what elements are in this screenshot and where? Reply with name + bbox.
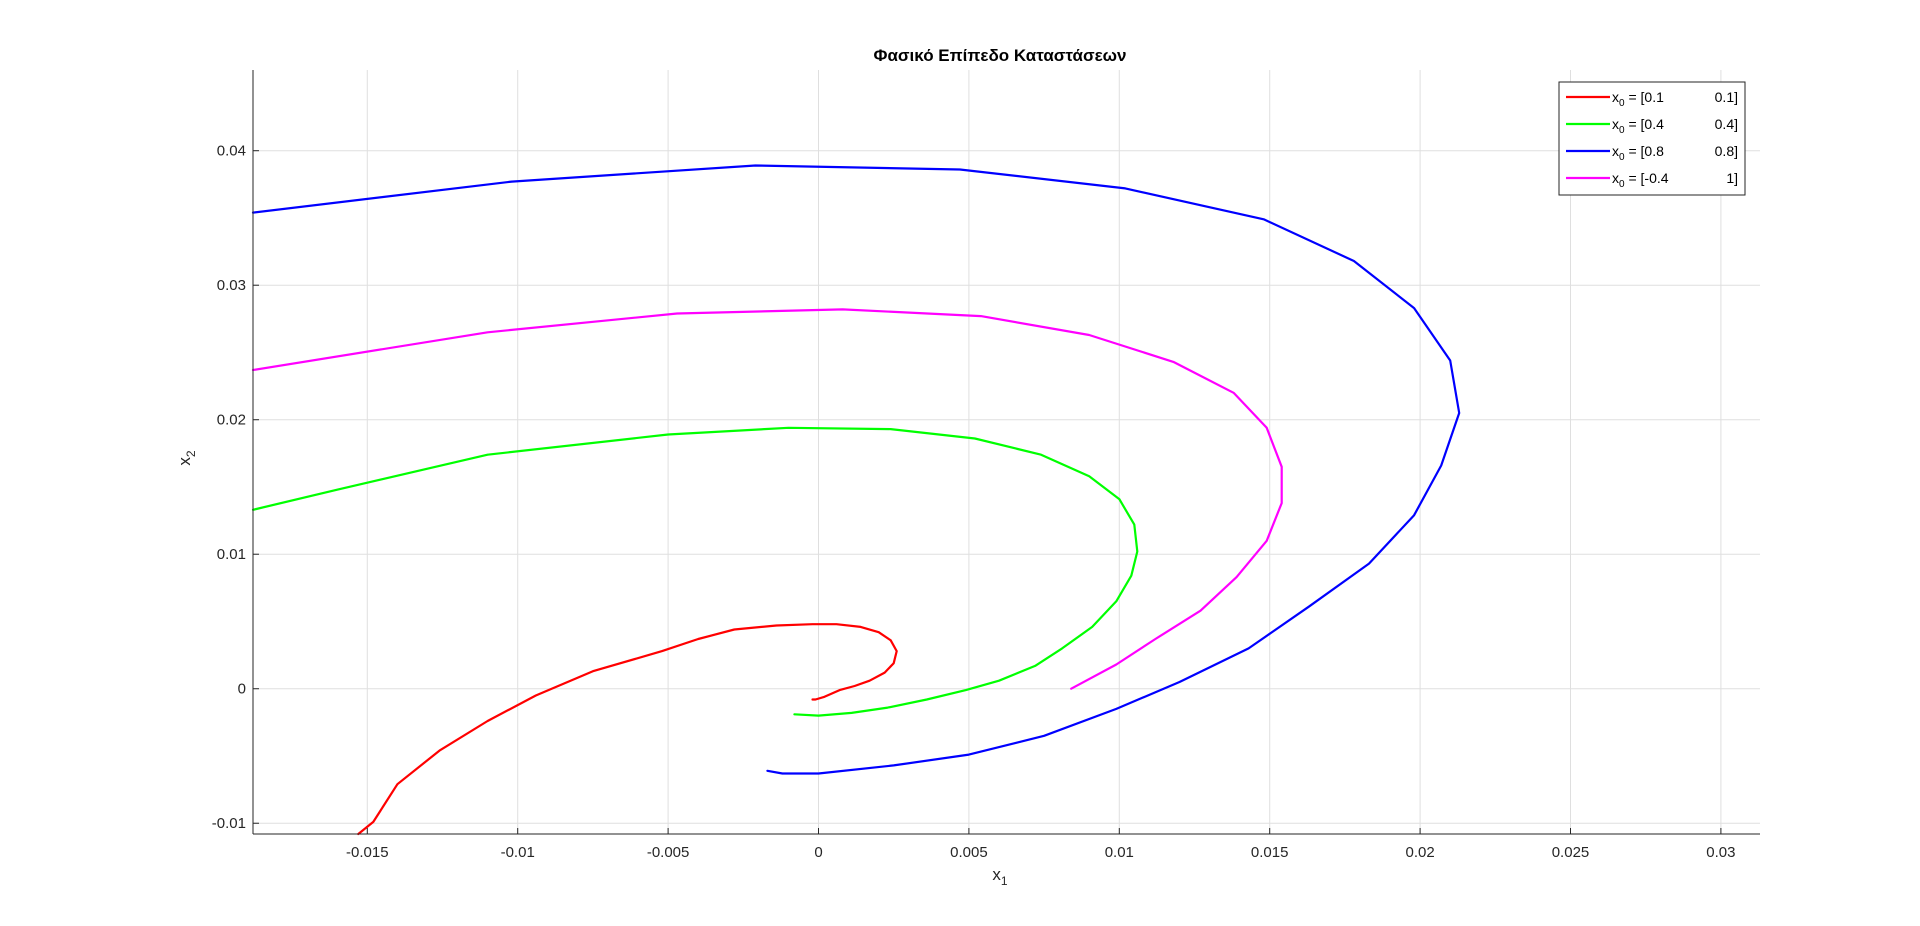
x-tick-label-4: 0.005 xyxy=(950,844,988,861)
legend-label-var: x xyxy=(1612,143,1619,159)
x-tick-label-5: 0.01 xyxy=(1105,844,1134,861)
legend-label-mid: = [0.4 xyxy=(1625,116,1665,132)
legend-label-mid: = [-0.4 xyxy=(1625,170,1669,186)
legend-items: x0 = [0.1 0.1]x0 = [0.4 0.4]x0 = [0.8 0.8]x… xyxy=(1566,89,1738,190)
x-tick-label-3: 0 xyxy=(814,844,822,861)
series-lines xyxy=(251,164,1461,836)
legend-label-end-3: 1] xyxy=(1726,170,1738,186)
series-line-0 xyxy=(357,623,898,836)
y-tick-label-5: 0.04 xyxy=(217,143,246,160)
legend-label-1: x0 = [0.4 xyxy=(1612,116,1664,136)
x-tick-label-7: 0.02 xyxy=(1405,844,1434,861)
x-tick-label-6: 0.015 xyxy=(1251,844,1289,861)
legend-label-sub: 0 xyxy=(1619,125,1625,136)
x-axis-title: x1 xyxy=(992,865,1008,888)
chart-title: Φασικό Επίπεδο Καταστάσεων xyxy=(874,46,1127,65)
legend-box xyxy=(1558,81,1746,196)
y-axis-title-main: x xyxy=(175,457,194,466)
legend-label-var: x xyxy=(1612,116,1619,132)
x-tick-label-2: -0.005 xyxy=(647,844,690,861)
legend-label-end-1: 0.4] xyxy=(1715,116,1738,132)
series-line-2 xyxy=(251,164,1461,775)
x-tick-label-0: -0.015 xyxy=(346,844,389,861)
axes xyxy=(252,70,1760,835)
x-tick-label-8: 0.025 xyxy=(1552,844,1590,861)
legend-label-2: x0 = [0.8 xyxy=(1612,143,1664,163)
legend: x0 = [0.1 0.1]x0 = [0.4 0.4]x0 = [0.8 0.8]x… xyxy=(1558,81,1746,196)
legend-label-0: x0 = [0.1 xyxy=(1612,89,1664,109)
y-axis-title: x2 xyxy=(175,450,198,466)
y-tick-label-3: 0.02 xyxy=(217,412,246,429)
y-axis-ticks: -0.01 0 0.01 0.02 0.03 0.04 xyxy=(212,143,259,832)
legend-label-sub: 0 xyxy=(1619,98,1625,109)
y-tick-label-2: 0.01 xyxy=(217,546,246,563)
legend-label-end-2: 0.8] xyxy=(1715,143,1738,159)
series-line-1 xyxy=(251,426,1139,717)
legend-label-mid: = [0.8 xyxy=(1625,143,1665,159)
x-tick-label-1: -0.01 xyxy=(501,844,535,861)
y-tick-label-1: 0 xyxy=(238,681,246,698)
legend-label-sub: 0 xyxy=(1619,152,1625,163)
legend-label-mid: = [0.1 xyxy=(1625,89,1665,105)
legend-label-3: x0 = [-0.4 xyxy=(1612,170,1669,190)
y-axis-title-subscript: 2 xyxy=(184,450,198,457)
y-tick-label-0: -0.01 xyxy=(212,815,246,832)
legend-label-sub: 0 xyxy=(1619,179,1625,190)
legend-label-var: x xyxy=(1612,170,1619,186)
y-axis-title-group: x2 xyxy=(175,450,198,466)
legend-label-end-0: 0.1] xyxy=(1715,89,1738,105)
series-line-3 xyxy=(251,308,1283,690)
y-tick-label-4: 0.03 xyxy=(217,277,246,294)
grid xyxy=(253,70,1760,834)
legend-label-var: x xyxy=(1612,89,1619,105)
x-axis-title-main: x xyxy=(992,865,1001,884)
x-tick-label-9: 0.03 xyxy=(1706,844,1735,861)
x-axis-ticks: -0.015 -0.01 -0.005 0 0.005 0.01 0.015 0.02 0.02… xyxy=(346,828,1735,861)
x-axis-title-subscript: 1 xyxy=(1001,874,1008,888)
